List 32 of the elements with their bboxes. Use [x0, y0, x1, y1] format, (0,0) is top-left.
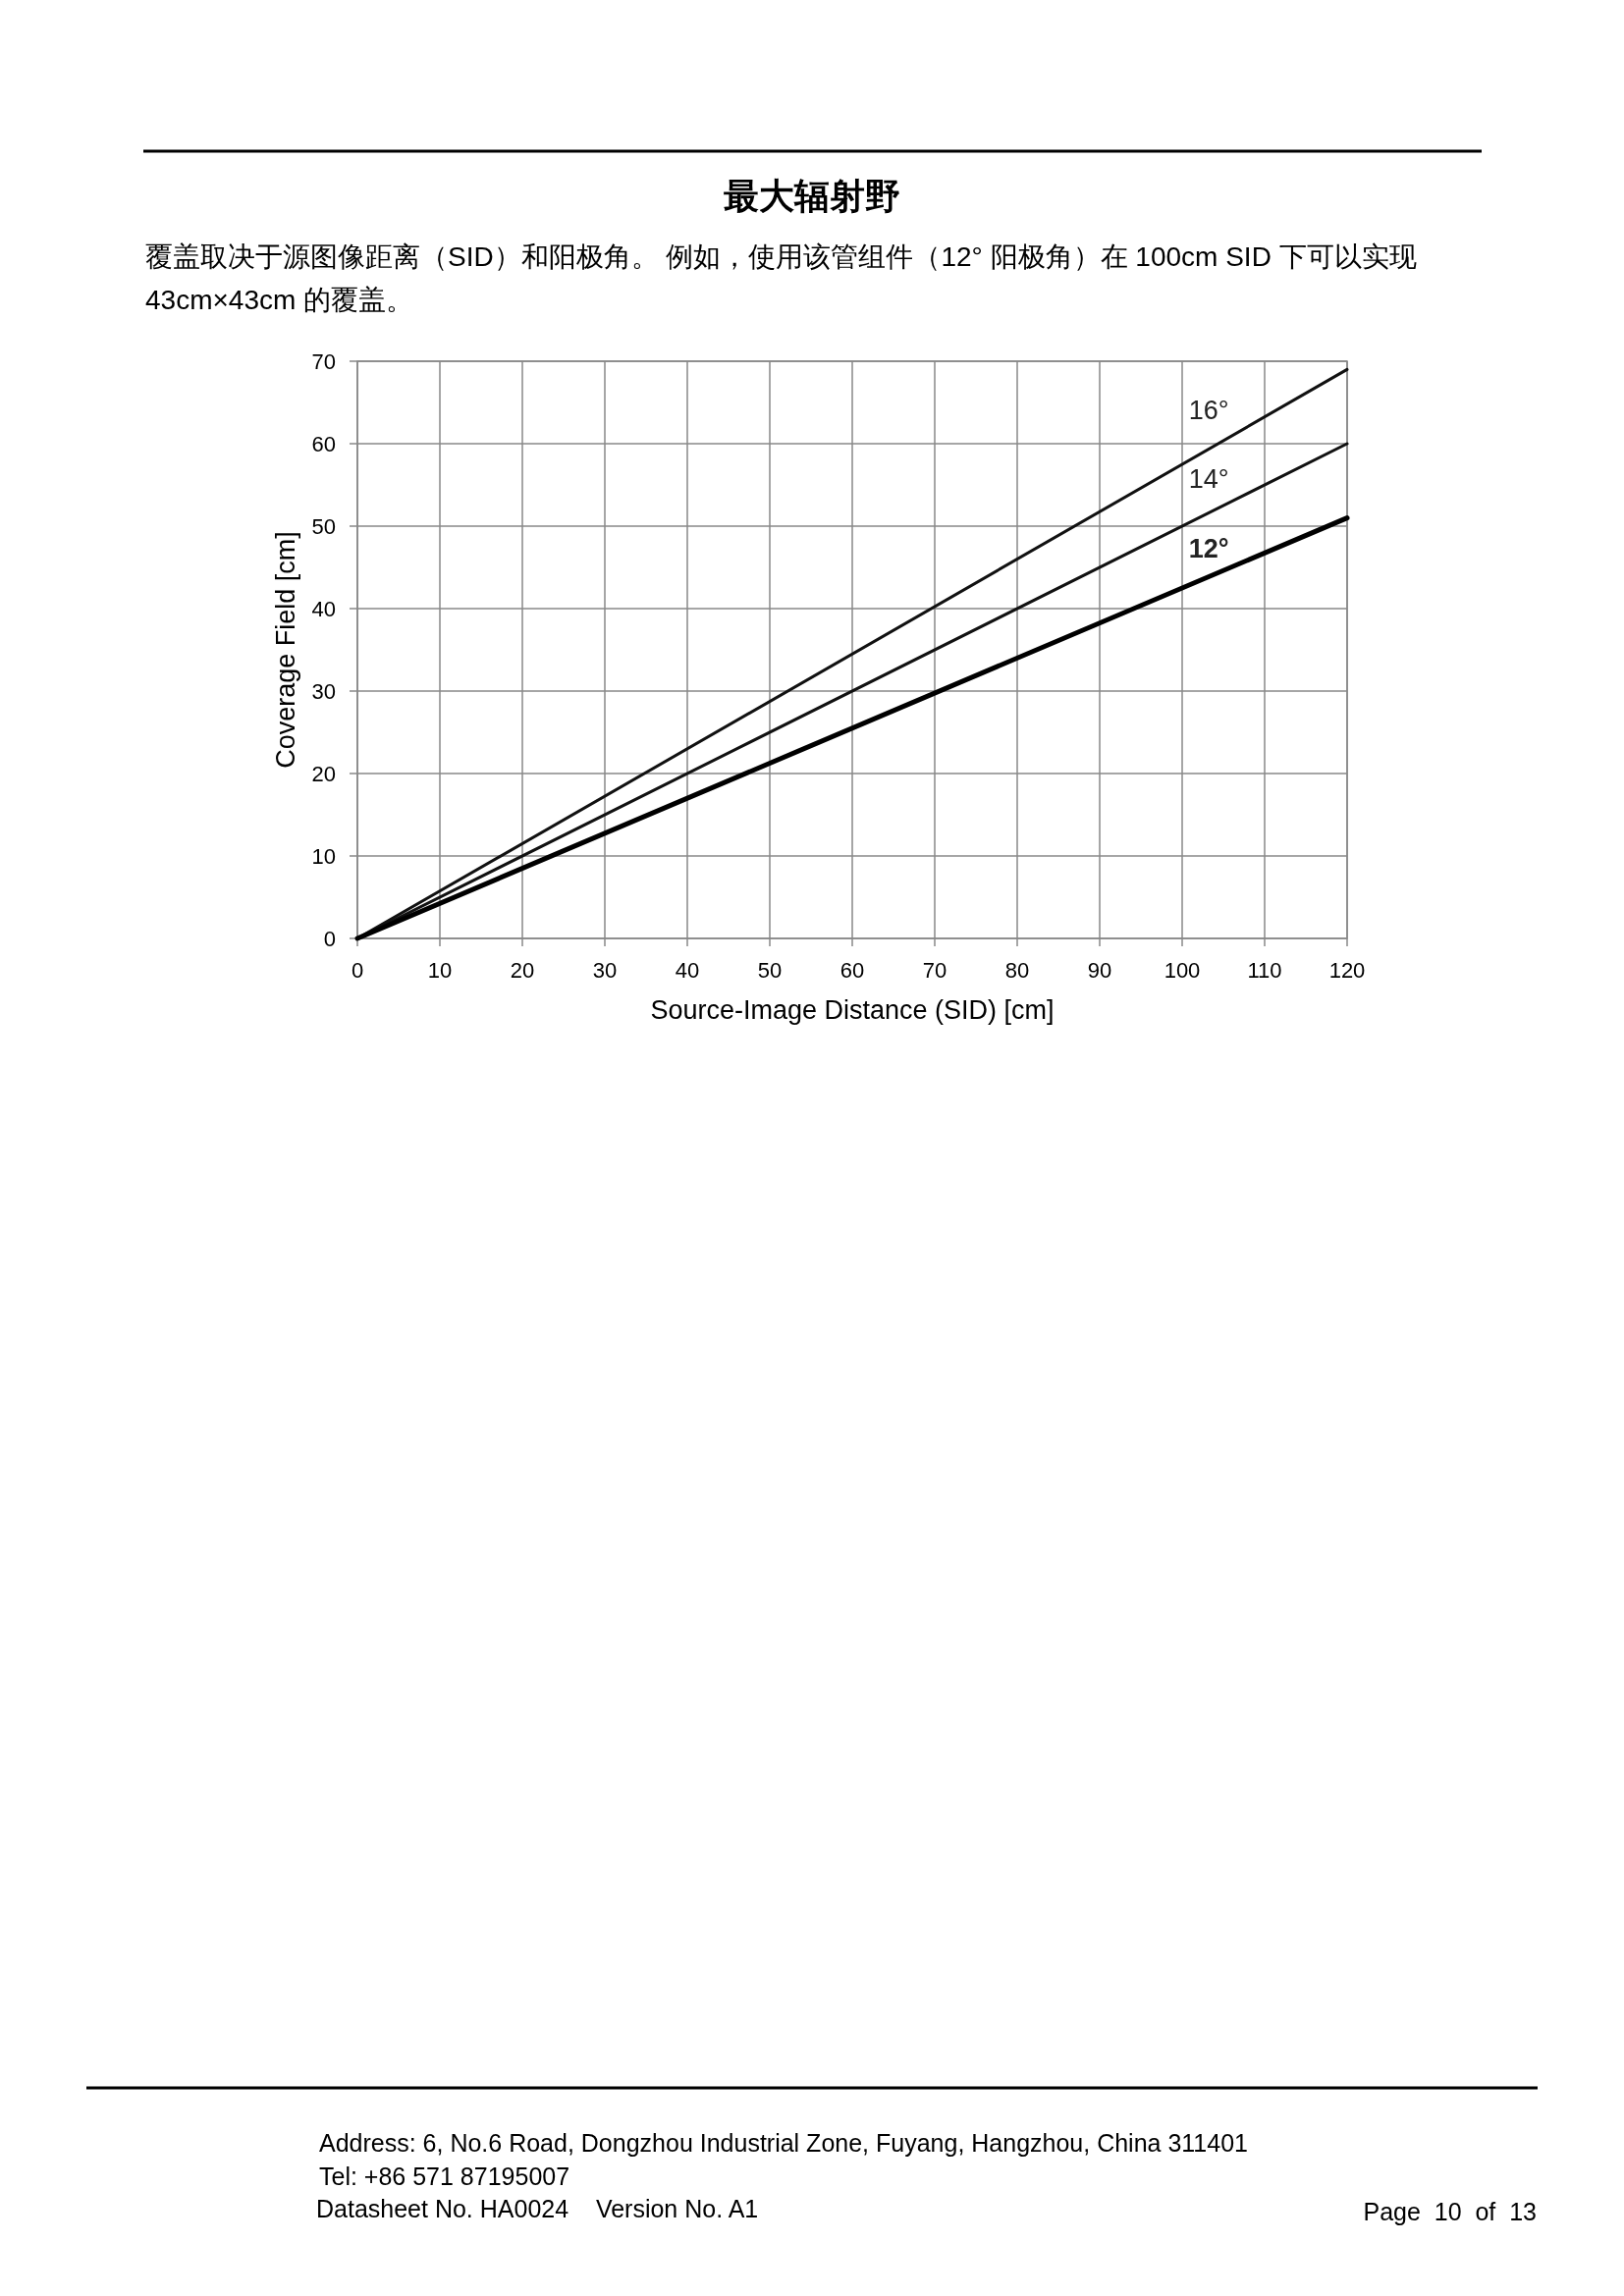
- text: Tel: +86 571 87195007: [319, 2163, 570, 2190]
- x-tick-label: 90: [1087, 958, 1112, 983]
- x-axis-title: Source-Image Distance (SID) [cm]: [650, 995, 1055, 1025]
- x-tick-label: 0: [351, 958, 364, 983]
- y-tick-label: 10: [311, 844, 336, 869]
- y-tick-label: 60: [311, 432, 336, 456]
- series-label: 14°: [1188, 464, 1229, 495]
- series-label: 16°: [1188, 395, 1229, 425]
- text: Datasheet No. HA0024 Version No. A1: [316, 2195, 759, 2222]
- y-tick-label: 50: [311, 514, 336, 539]
- x-tick-label: 10: [427, 958, 453, 983]
- y-tick-label: 0: [323, 927, 336, 951]
- x-tick-label: 30: [592, 958, 618, 983]
- y-tick-label: 20: [311, 762, 336, 786]
- x-tick-label: 40: [675, 958, 700, 983]
- text: Page 10 of 13: [1363, 2198, 1537, 2225]
- x-tick-label: 110: [1247, 958, 1282, 983]
- x-tick-label: 100: [1164, 958, 1201, 983]
- x-tick-label: 70: [922, 958, 947, 983]
- x-tick-label: 60: [839, 958, 865, 983]
- y-tick-label: 70: [311, 349, 336, 374]
- x-tick-label: 50: [757, 958, 783, 983]
- y-tick-label: 30: [311, 679, 336, 704]
- x-tick-label: 120: [1328, 958, 1366, 983]
- text: Address: 6, No.6 Road, Dongzhou Industrial Zone, Fuyang, Hangzhou, China 311401: [319, 2129, 1248, 2157]
- y-tick-label: 40: [311, 597, 336, 621]
- x-tick-label: 20: [510, 958, 535, 983]
- series-label: 12°: [1188, 533, 1229, 563]
- y-axis-title: Coverage Field [cm]: [271, 531, 300, 769]
- chart-subtitle: 覆盖取决于源图像距离（SID）和阳极角。 例如，使用该管组件（12° 阳极角）在 100cm SID 下可以实现 43cm×43cm 的覆盖。: [145, 240, 1418, 317]
- x-tick-label: 80: [1004, 958, 1030, 983]
- chart-title: 最大辐射野: [724, 176, 900, 216]
